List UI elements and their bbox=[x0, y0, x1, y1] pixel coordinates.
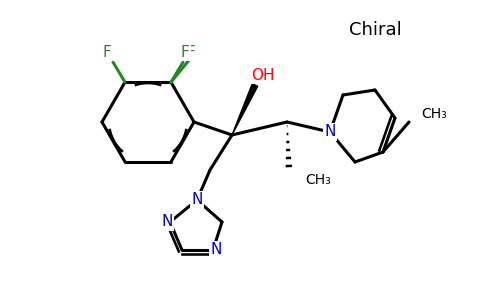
Text: OH: OH bbox=[251, 68, 275, 82]
Text: N: N bbox=[324, 124, 336, 140]
Text: Chiral: Chiral bbox=[348, 21, 401, 39]
Text: N: N bbox=[161, 214, 173, 230]
Text: F: F bbox=[187, 45, 196, 60]
Text: CH₃: CH₃ bbox=[305, 173, 331, 187]
Text: CH₃: CH₃ bbox=[421, 107, 447, 121]
Text: F: F bbox=[181, 45, 189, 60]
Polygon shape bbox=[232, 84, 257, 135]
Text: N: N bbox=[211, 242, 222, 257]
Text: F: F bbox=[103, 45, 111, 60]
Text: N: N bbox=[191, 193, 203, 208]
